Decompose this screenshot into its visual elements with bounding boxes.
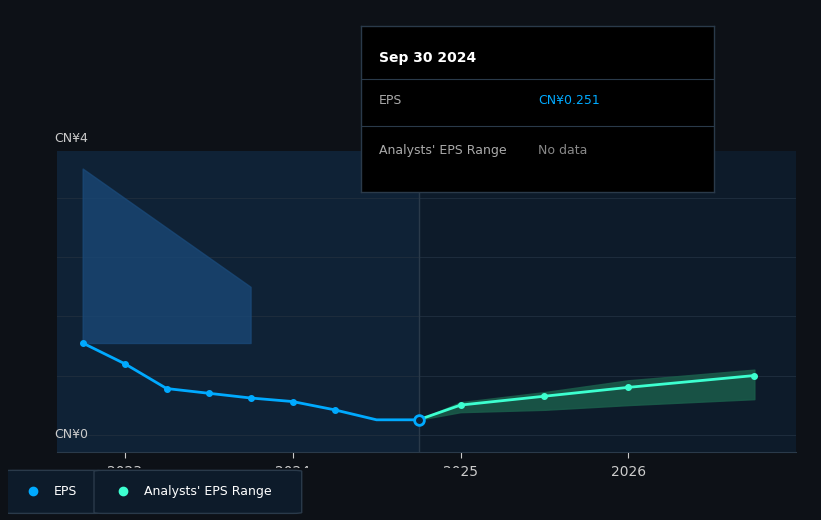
FancyBboxPatch shape bbox=[3, 470, 103, 513]
Text: CN¥4: CN¥4 bbox=[54, 132, 88, 145]
FancyBboxPatch shape bbox=[94, 470, 302, 513]
Text: Sep 30 2024: Sep 30 2024 bbox=[379, 51, 476, 65]
Text: EPS: EPS bbox=[379, 95, 402, 107]
Text: Analysts' EPS Range: Analysts' EPS Range bbox=[144, 485, 271, 498]
Text: No data: No data bbox=[538, 144, 587, 157]
Text: Analysts' EPS Range: Analysts' EPS Range bbox=[379, 144, 507, 157]
Text: EPS: EPS bbox=[53, 485, 76, 498]
Text: Analysts Forecasts: Analysts Forecasts bbox=[422, 160, 539, 173]
Text: Actual: Actual bbox=[375, 160, 415, 173]
Text: CN¥0: CN¥0 bbox=[54, 428, 88, 441]
Text: CN¥0.251: CN¥0.251 bbox=[538, 95, 599, 107]
Bar bbox=[57, 151, 419, 452]
